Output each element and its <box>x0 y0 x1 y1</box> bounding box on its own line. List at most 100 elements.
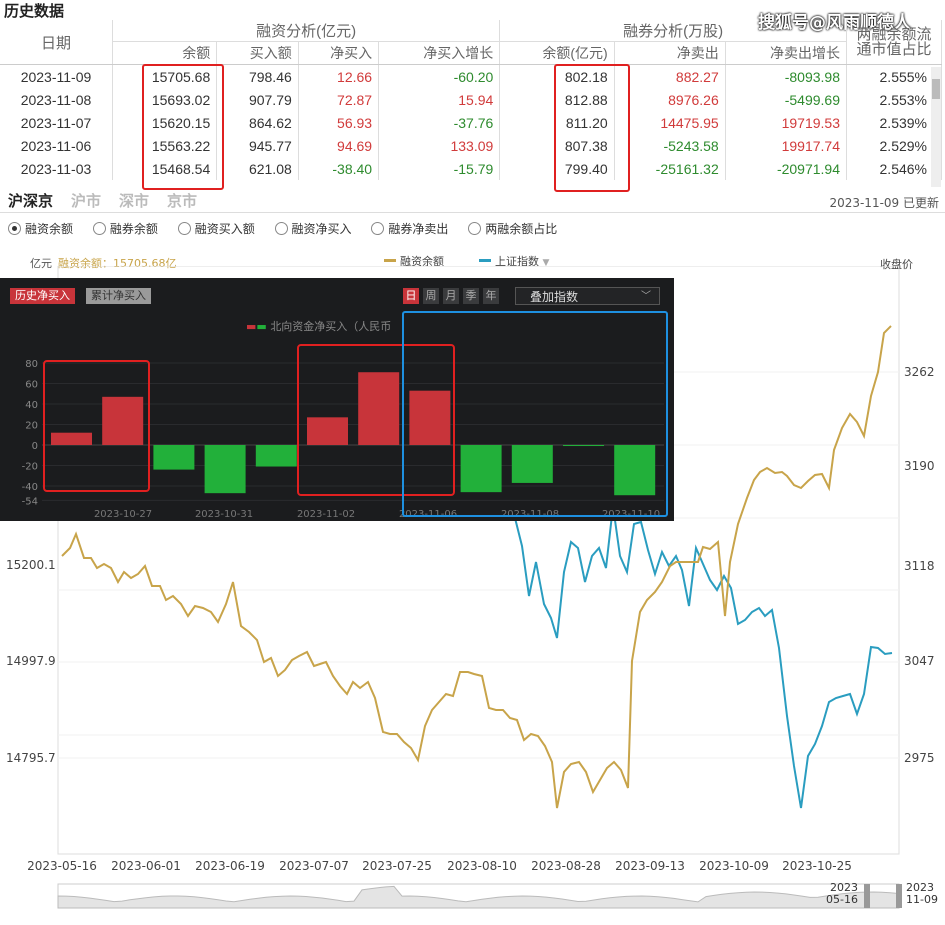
range-start-label: 2023 05-16 <box>826 881 858 906</box>
col-ratio[interactable]: 两融余额流通市值占比 <box>846 20 942 65</box>
northbound-bar <box>614 445 656 496</box>
market-tabs: 沪深京 沪市 深市 京市 <box>8 190 215 211</box>
margin-series-line <box>61 325 892 809</box>
x-tick-label: 2023-07-25 <box>362 859 432 873</box>
cell-bal: 15705.68 <box>112 64 218 88</box>
cell-snet: 882.27 <box>614 64 726 88</box>
col-header[interactable]: 余额 <box>112 41 218 65</box>
metric-radio-group: 融资余额 融券余额 融资买入额 融资净买入 融券净卖出 两融余额占比 <box>8 220 573 237</box>
cell-sbal: 807.38 <box>499 134 615 157</box>
inset-y-tick: 0 <box>32 441 38 452</box>
inset-legend[interactable]: ▬▬ 北向资金净买入（人民币 <box>246 320 392 333</box>
col-header[interactable]: 净买入增长 <box>378 41 501 65</box>
x-tick-label: 2023-09-13 <box>615 859 685 873</box>
x-tick-label: 2023-06-19 <box>195 859 265 873</box>
x-tick-label: 2023-05-16 <box>27 859 97 873</box>
right-tick-label: 3118 <box>904 559 935 573</box>
x-tick-label: 2023-10-09 <box>699 859 769 873</box>
cell-snetg: -20971.94 <box>725 157 848 180</box>
legend-index[interactable]: 上证指数 ▼ <box>479 255 549 268</box>
left-axis-unit: 亿元 融资余额：15705.68亿 <box>30 257 177 270</box>
col-date[interactable]: 日期 <box>0 20 113 65</box>
main-chart[interactable]: 3262 3190 3118 3047 2975 15200.1 14997.9 14795.… <box>0 266 945 925</box>
period-month[interactable]: 月 <box>443 288 459 304</box>
update-status: 2023-11-09 已更新 <box>829 196 939 210</box>
table-row[interactable]: 2023-11-09 15705.68 798.46 12.66 -60.20 802.1… <box>0 64 942 88</box>
cell-date: 2023-11-07 <box>0 111 113 134</box>
x-tick-label: 2023-07-07 <box>279 859 349 873</box>
cell-net: -38.40 <box>298 157 380 180</box>
northbound-bar <box>102 396 144 445</box>
cell-bal: 15468.54 <box>112 157 218 180</box>
cell-buy: 907.79 <box>216 88 299 111</box>
cell-snetg: -8093.98 <box>725 64 848 88</box>
radio-short-balance[interactable]: 融券余额 <box>92 220 158 237</box>
cell-buy: 621.08 <box>216 157 299 180</box>
divider <box>0 212 945 213</box>
cell-netg: -37.76 <box>378 111 501 134</box>
northbound-bar <box>255 445 297 467</box>
right-tick-label: 3262 <box>904 365 935 379</box>
cell-netg: -15.79 <box>378 157 501 180</box>
cell-net: 56.93 <box>298 111 380 134</box>
col-header[interactable]: 净买入 <box>298 41 380 65</box>
cell-netg: 15.94 <box>378 88 501 111</box>
period-week[interactable]: 周 <box>423 288 439 304</box>
cell-date: 2023-11-06 <box>0 134 113 157</box>
right-axis-unit: 收盘价 <box>880 258 913 271</box>
cell-snetg: -5499.69 <box>725 88 848 111</box>
legend-margin[interactable]: 融资余额 <box>384 255 444 268</box>
col-header[interactable]: 净卖出增长 <box>725 41 848 65</box>
northbound-chart[interactable]: 80 60 40 20 0 -20 -40 -54 2023-10-27 2023-10-31 20… <box>0 278 674 521</box>
range-end-label: 2023 11-09 <box>906 881 938 906</box>
range-handle-right <box>896 884 902 908</box>
period-quarter[interactable]: 季 <box>463 288 479 304</box>
radio-ratio[interactable]: 两融余额占比 <box>468 220 557 237</box>
inset-x-tick: 2023-11-08 <box>501 509 559 520</box>
tab-sz[interactable]: 深市 <box>119 192 150 210</box>
cell-date: 2023-11-03 <box>0 157 113 180</box>
cell-snetg: 19719.53 <box>725 111 848 134</box>
tab-hsj[interactable]: 沪深京 <box>8 192 54 210</box>
northbound-bar <box>563 445 604 447</box>
cell-bal: 15620.15 <box>112 111 218 134</box>
table-row[interactable]: 2023-11-07 15620.15 864.62 56.93 -37.76 811.2… <box>0 111 942 134</box>
inset-y-tick: -40 <box>22 482 38 493</box>
radio-margin-buy[interactable]: 融资买入额 <box>177 220 255 237</box>
period-year[interactable]: 年 <box>483 288 499 304</box>
cell-net: 94.69 <box>298 134 380 157</box>
cell-snet: -5243.58 <box>614 134 726 157</box>
period-day[interactable]: 日 <box>403 288 419 304</box>
radio-short-net[interactable]: 融券净卖出 <box>371 220 448 237</box>
col-header[interactable]: 净卖出 <box>614 41 726 65</box>
history-table: 日期 融资分析(亿元) 融券分析(万股) 两融余额流通市值占比 余额 买入额 净买入… <box>0 20 942 180</box>
col-header[interactable]: 买入额 <box>216 41 299 65</box>
cell-netg: 133.09 <box>378 134 501 157</box>
cell-bal: 15693.02 <box>112 88 218 111</box>
group-margin-header: 融资分析(亿元) <box>112 20 501 42</box>
x-tick-label: 2023-10-25 <box>782 859 852 873</box>
northbound-bar <box>204 445 246 494</box>
history-net-buy-button[interactable]: 历史净买入 <box>10 288 75 304</box>
cell-buy: 798.46 <box>216 64 299 88</box>
chevron-down-icon: ▼ <box>542 258 550 268</box>
table-row[interactable]: 2023-11-08 15693.02 907.79 72.87 15.94 812.88… <box>0 88 942 111</box>
inset-x-tick: 2023-11-06 <box>399 509 457 520</box>
cell-sbal: 802.18 <box>499 64 615 88</box>
cell-ratio: 2.553% <box>846 88 942 111</box>
radio-margin-net[interactable]: 融资净买入 <box>274 220 352 237</box>
col-header[interactable]: 余额(亿元) <box>499 41 615 65</box>
table-row[interactable]: 2023-11-06 15563.22 945.77 94.69 133.09 807.3… <box>0 134 942 157</box>
x-tick-label: 2023-08-10 <box>447 859 517 873</box>
overlay-index-select[interactable]: 叠加指数 ﹀ <box>515 287 660 305</box>
cumulative-net-buy-button[interactable]: 累计净买入 <box>86 288 151 304</box>
inset-y-tick: 60 <box>25 380 38 391</box>
cell-date: 2023-11-08 <box>0 88 113 111</box>
table-row[interactable]: 2023-11-03 15468.54 621.08 -38.40 -15.79 799.… <box>0 157 942 180</box>
tab-bj[interactable]: 京市 <box>167 192 198 210</box>
northbound-bar <box>307 417 348 445</box>
radio-margin-balance[interactable]: 融资余额 <box>8 220 73 237</box>
cell-net: 12.66 <box>298 64 380 88</box>
table-scrollbar[interactable] <box>931 67 941 187</box>
tab-sh[interactable]: 沪市 <box>71 192 102 210</box>
